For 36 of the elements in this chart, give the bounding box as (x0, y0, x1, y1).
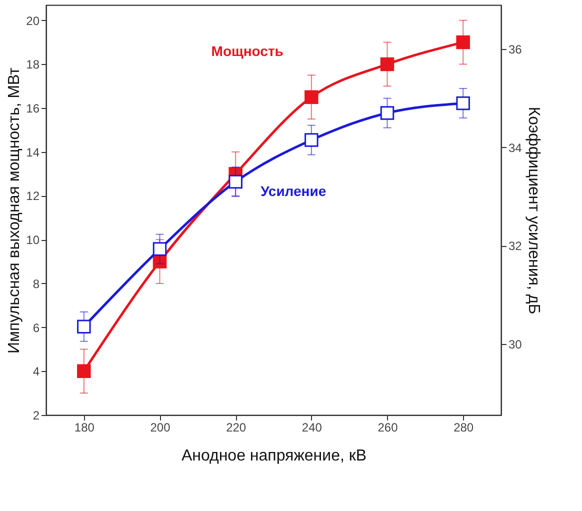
y2-tick-label: 34 (508, 140, 522, 155)
y-tick-label: 6 (32, 320, 40, 335)
point (228, 174, 242, 189)
y-tick-label: 10 (26, 233, 40, 248)
y-tick-label: 12 (26, 189, 40, 204)
y2-tick-label: 36 (508, 42, 522, 57)
x-tick-label: 260 (378, 420, 398, 434)
y-tick-label: 8 (32, 276, 40, 291)
point (77, 364, 91, 378)
y2-axis-title: Коэффициент усиления, дБ (524, 106, 542, 314)
point (152, 242, 167, 256)
x-tick-label: 240 (302, 420, 322, 434)
y2-tick-label: 32 (508, 239, 522, 254)
point (380, 106, 394, 120)
y-tick-label: 18 (26, 58, 40, 72)
y-tick-label: 2 (32, 408, 40, 422)
x-tick-label: 180 (74, 420, 95, 434)
point (304, 90, 318, 104)
series-label: Усиление (260, 182, 326, 199)
point (77, 320, 91, 334)
x-axis-title: Анодное напряжение, кВ (181, 448, 367, 464)
y2-tick-label: 30 (508, 337, 522, 352)
point (456, 96, 470, 110)
x-tick-label: 200 (150, 420, 171, 434)
point (456, 35, 470, 50)
y-axis-title: Импульсная выходная мощность, МВт (6, 66, 24, 354)
y-tick-label: 14 (26, 145, 40, 160)
y-tick-label: 20 (26, 14, 40, 28)
point (304, 133, 318, 147)
point (152, 254, 167, 268)
y-tick-label: 16 (26, 102, 40, 116)
x-tick-label: 280 (454, 420, 474, 434)
x-tick-label: 220 (226, 420, 246, 434)
text: Мощность (211, 43, 284, 60)
y-tick-label: 4 (32, 364, 40, 379)
point (380, 57, 394, 72)
